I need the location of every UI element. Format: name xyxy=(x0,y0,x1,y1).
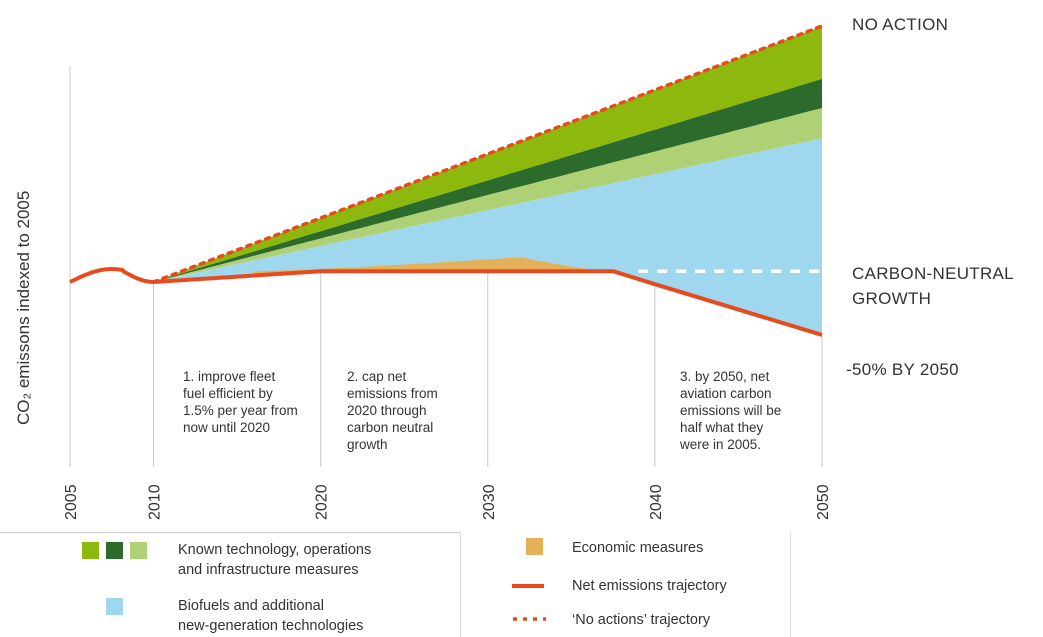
annotation-3-line-3: emissions will be xyxy=(680,403,781,418)
annotation-1-line-3: 1.5% per year from xyxy=(183,403,298,418)
legend-swatch-known-tech-2 xyxy=(106,542,123,559)
legend-net-label: Net emissions trajectory xyxy=(572,578,727,594)
annotation-2-line-1: 2. cap net xyxy=(347,369,407,384)
end-label-2: GROWTH xyxy=(852,289,931,308)
legend-net-line xyxy=(512,584,544,588)
annotation-3-line-5: were in 2005. xyxy=(679,437,761,452)
legend-divider-left xyxy=(0,532,460,533)
end-label-3: -50% BY 2050 xyxy=(846,360,959,379)
y-axis-label: CO₂ emissons indexed to 2005 xyxy=(14,191,33,425)
legend-divider-right xyxy=(460,532,461,637)
annotation-2-line-4: carbon neutral xyxy=(347,420,433,435)
annotation-1-line-4: now until 2020 xyxy=(183,420,270,435)
x-tick-label-2040: 2040 xyxy=(648,484,665,520)
legend-biofuels-label: Biofuels and additional new-generation t… xyxy=(178,598,364,634)
legend-divider-far xyxy=(790,532,791,637)
chart-texts: 2005 2010 2020 2030 2040 2050 CO₂ emissons ind… xyxy=(14,15,1014,520)
area-biofuels xyxy=(153,138,823,335)
annotation-2-line-5: growth xyxy=(347,437,388,452)
legend-swatch-known-tech-3 xyxy=(130,542,147,559)
net-emissions-trajectory xyxy=(69,267,823,337)
annotation-1-line-1: 1. improve fleet xyxy=(183,369,276,384)
area-known-tech-2 xyxy=(153,78,823,283)
annotation-3-line-2: aviation carbon xyxy=(680,386,772,401)
legend-swatch-known-tech-1 xyxy=(82,542,99,559)
legend-swatch-biofuels xyxy=(106,598,123,615)
chart-lines xyxy=(69,24,824,337)
legend-no-action-label: ‘No actions’ trajectory xyxy=(572,612,711,628)
legend-known-tech-label: Known technology, operations and infrast… xyxy=(178,542,372,578)
annotation-3-line-4: half what they xyxy=(680,420,764,435)
legend-no-action-line xyxy=(513,617,546,621)
area-known-tech-3 xyxy=(153,108,823,282)
annotation-1-line-2: fuel efficient by xyxy=(183,386,273,401)
chart-axes xyxy=(69,66,823,467)
end-label-0: NO ACTION xyxy=(852,15,948,34)
legend-economic-label: Economic measures xyxy=(572,540,704,556)
x-tick-label-2010: 2010 xyxy=(147,484,164,520)
annotation-2-line-2: emissions from xyxy=(347,386,438,401)
legend-swatch-economic xyxy=(526,538,543,555)
x-tick-label-2005: 2005 xyxy=(63,484,80,520)
end-label-1: CARBON-NEUTRAL xyxy=(852,264,1014,283)
legend: Known technology, operations and infrast… xyxy=(0,532,1043,637)
no-action-trajectory xyxy=(151,24,824,284)
x-tick-label-2020: 2020 xyxy=(314,484,331,520)
x-tick-label-2030: 2030 xyxy=(481,484,498,520)
x-tick-label-2050: 2050 xyxy=(815,484,832,520)
annotation-2-line-3: 2020 through xyxy=(347,403,427,418)
annotation-3-line-1: 3. by 2050, net xyxy=(680,369,770,384)
